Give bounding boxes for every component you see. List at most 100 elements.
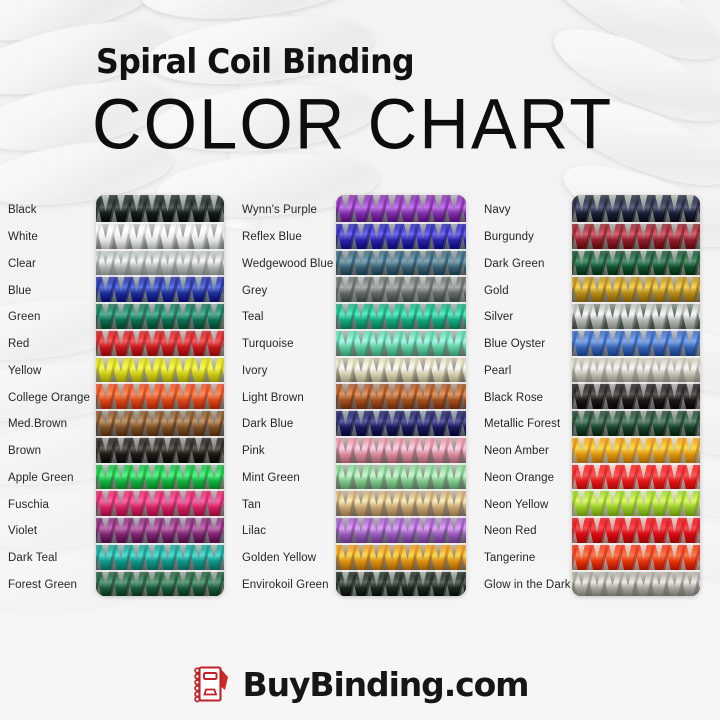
chart-subtitle: Spiral Coil Binding [96, 42, 415, 82]
color-swatch[interactable] [96, 409, 224, 436]
color-swatch[interactable] [96, 302, 224, 329]
color-label: Blue Oyster [484, 338, 546, 351]
color-label: Ivory [242, 364, 268, 377]
color-swatch[interactable] [572, 248, 700, 276]
color-swatch-panel-3 [572, 195, 700, 597]
color-swatch[interactable] [572, 221, 700, 249]
color-swatch[interactable] [96, 275, 224, 302]
color-swatch[interactable] [336, 489, 466, 516]
color-swatch[interactable] [336, 569, 466, 597]
color-label: Tan [242, 498, 261, 511]
color-swatch-panel-1 [96, 195, 224, 597]
color-swatch[interactable] [572, 302, 700, 329]
color-swatch[interactable] [336, 435, 466, 463]
color-swatch[interactable] [572, 516, 700, 543]
color-label: Dark Green [484, 257, 545, 270]
color-swatch[interactable] [572, 382, 700, 409]
color-swatch[interactable] [572, 328, 700, 356]
color-label: Wynn's Purple [242, 204, 317, 217]
color-label: Forest Green [8, 578, 77, 591]
color-column-3: Navy Burgundy Dark Green Gold Silver Blue Oys… [478, 186, 720, 636]
color-label: Metallic Forest [484, 418, 561, 431]
color-swatch[interactable] [572, 195, 700, 222]
color-swatch[interactable] [572, 275, 700, 302]
color-label: Reflex Blue [242, 231, 302, 244]
color-label: Pearl [484, 364, 512, 377]
color-label: Teal [242, 311, 264, 324]
color-swatch[interactable] [96, 382, 224, 409]
color-swatch[interactable] [336, 275, 466, 302]
color-label: Neon Red [484, 525, 537, 538]
color-swatch[interactable] [96, 221, 224, 249]
color-swatch[interactable] [96, 516, 224, 543]
color-chart: Black White Clear Blue Green Red Yellow College… [0, 186, 720, 646]
color-swatch[interactable] [96, 195, 224, 222]
color-label: Neon Amber [484, 445, 549, 458]
color-swatch[interactable] [336, 195, 466, 222]
color-label: Tangerine [484, 552, 536, 565]
color-swatch[interactable] [572, 462, 700, 490]
color-swatch[interactable] [572, 569, 700, 597]
color-label: Clear [8, 257, 36, 270]
color-label: Black Rose [484, 391, 544, 404]
color-label: Med.Brown [8, 418, 68, 431]
color-label: Navy [484, 204, 511, 217]
buybinding-logo[interactable]: BuyBinding.com [192, 663, 530, 705]
color-swatch[interactable] [336, 516, 466, 543]
color-swatch[interactable] [96, 489, 224, 516]
color-swatch[interactable] [336, 355, 466, 383]
color-label: Wedgewood Blue [242, 257, 334, 270]
color-label: Turquoise [242, 338, 294, 351]
color-label: Glow in the Dark [484, 578, 571, 591]
color-label: Neon Orange [484, 471, 555, 484]
color-label: Neon Yellow [484, 498, 549, 511]
color-swatch[interactable] [336, 462, 466, 490]
color-swatch[interactable] [336, 409, 466, 436]
color-column-2: Wynn's Purple Reflex Blue Wedgewood Blue Gr… [238, 186, 472, 636]
color-label: Red [8, 338, 30, 351]
color-label: Blue [8, 284, 32, 297]
color-label-list-1: Black White Clear Blue Green Red Yellow College… [8, 197, 240, 598]
color-swatch[interactable] [572, 542, 700, 570]
color-swatch[interactable] [572, 489, 700, 516]
color-label: Grey [242, 284, 268, 297]
color-label: Burgundy [484, 231, 535, 244]
spiral-notebook-icon [192, 663, 232, 705]
site-footer: BuyBinding.com [0, 648, 720, 720]
color-label: Envirokoil Green [242, 578, 329, 591]
color-swatch[interactable] [96, 462, 224, 490]
color-label: Lilac [242, 525, 267, 538]
color-column-1: Black White Clear Blue Green Red Yellow College… [0, 186, 232, 636]
color-label: Violet [8, 525, 38, 538]
color-swatch[interactable] [572, 435, 700, 463]
color-label: Black [8, 204, 37, 217]
color-swatch[interactable] [96, 248, 224, 276]
color-swatch[interactable] [96, 569, 224, 597]
color-label-list-3: Navy Burgundy Dark Green Gold Silver Blue Oys… [484, 197, 720, 598]
color-swatch[interactable] [96, 542, 224, 570]
color-swatch[interactable] [336, 382, 466, 409]
color-swatch[interactable] [96, 435, 224, 463]
color-swatch[interactable] [336, 542, 466, 570]
color-label: Light Brown [242, 391, 304, 404]
color-label: College Orange [8, 391, 90, 404]
color-label-list-2: Wynn's Purple Reflex Blue Wedgewood Blue Gr… [242, 197, 476, 598]
page-title: COLOR CHART [92, 83, 614, 164]
color-swatch[interactable] [336, 328, 466, 356]
color-swatch[interactable] [96, 355, 224, 383]
color-label: White [8, 231, 38, 244]
color-swatch[interactable] [336, 221, 466, 249]
color-swatch[interactable] [572, 355, 700, 383]
color-label: Dark Blue [242, 418, 294, 431]
brand-name: BuyBinding.com [242, 664, 530, 704]
color-swatch[interactable] [572, 409, 700, 436]
color-swatch[interactable] [336, 248, 466, 276]
color-label: Green [8, 311, 41, 324]
color-swatch[interactable] [96, 328, 224, 356]
color-label: Fuschia [8, 498, 49, 511]
color-swatch[interactable] [336, 302, 466, 329]
color-label: Golden Yellow [242, 552, 317, 565]
color-label: Dark Teal [8, 552, 58, 565]
color-label: Mint Green [242, 471, 300, 484]
color-label: Silver [484, 311, 514, 324]
